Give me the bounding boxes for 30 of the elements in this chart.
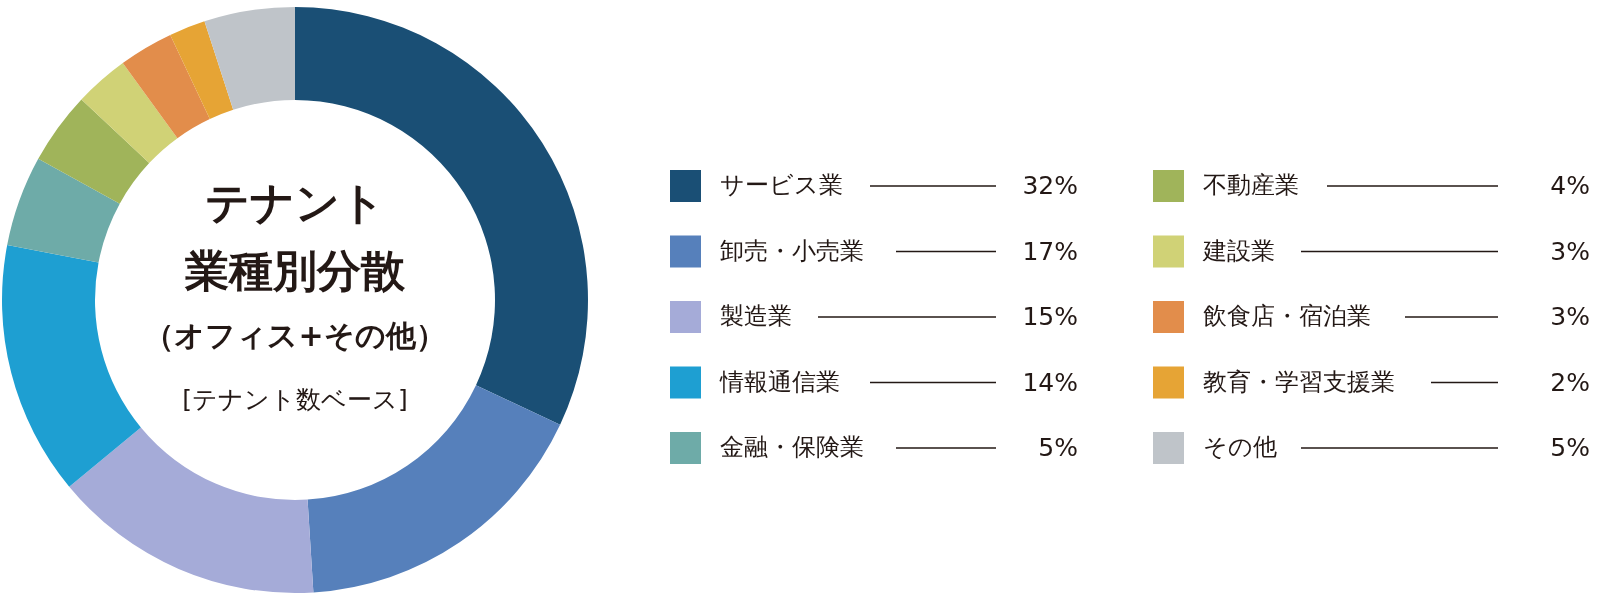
legend-label: 卸売・小売業 (720, 236, 864, 265)
legend-label: 飲食店・宿泊業 (1203, 302, 1371, 330)
data-label: 5% (1550, 433, 1590, 462)
data-label: 3% (1550, 236, 1590, 266)
donut-slice (170, 21, 234, 120)
data-label: 32% (1022, 171, 1078, 200)
legend-label: 不動産業 (1203, 171, 1299, 199)
text: テナント業種別分散（オフィス+その他） (144, 177, 446, 353)
legend-label: 教育・学習支援業 (1203, 367, 1395, 396)
donut-slice (38, 99, 150, 204)
data-label: 14% (1022, 367, 1078, 397)
legend-label: 製造業 (720, 302, 792, 330)
legend-label: その他 (1203, 433, 1277, 461)
donut-slice (81, 62, 178, 164)
data-label: 15% (1022, 302, 1078, 331)
legend-label: 金融・保険業 (720, 433, 864, 461)
donut-slice (122, 34, 210, 139)
data-label: 4% (1550, 171, 1590, 200)
data-label: 3% (1550, 302, 1590, 331)
donut-slice (69, 427, 314, 593)
donut-slice (7, 158, 120, 263)
legend-label: 情報通信業 (719, 367, 840, 396)
data-label: 5% (1038, 433, 1078, 462)
donut-slice (204, 7, 295, 110)
data-label: 2% (1550, 367, 1590, 397)
donut-slice (2, 245, 141, 487)
legend-label: サービス業 (720, 171, 843, 199)
legend-label: 建設業 (1202, 236, 1275, 265)
data-label: 17% (1022, 236, 1078, 266)
text: [テナント数ベース] (182, 385, 408, 414)
